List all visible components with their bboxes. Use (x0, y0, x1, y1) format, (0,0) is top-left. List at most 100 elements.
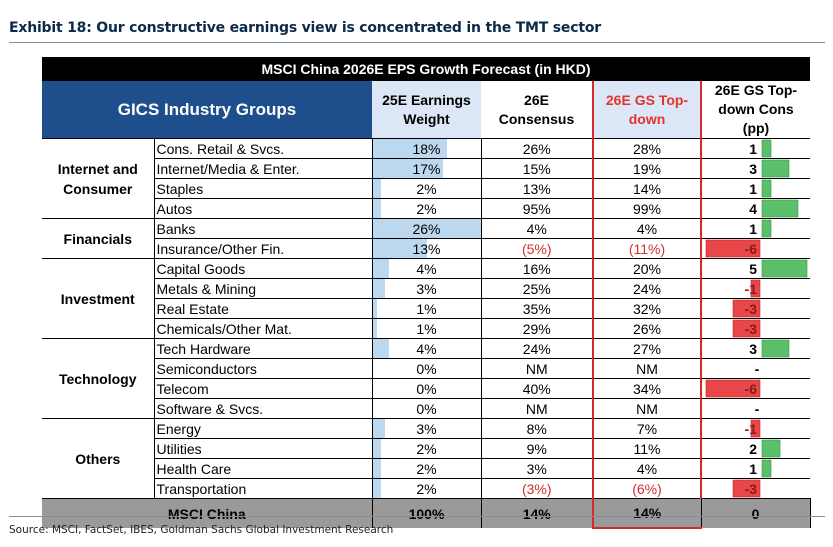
industry-name: Real Estate (154, 298, 373, 319)
consensus-value: (3%) (481, 478, 594, 499)
pp-value: -6 (745, 241, 758, 257)
pp-negative-bar (705, 379, 761, 398)
weight-value: 17% (412, 160, 441, 177)
pp-bar-chart: 3 (749, 339, 790, 358)
pp-cell: - (701, 358, 810, 379)
weight-bar (372, 299, 377, 318)
pp-value: 1 (749, 221, 757, 237)
table-row: Autos 2% 95% 99% 4 (42, 198, 810, 219)
pp-cell: 5 (701, 258, 810, 279)
weight-value: 13% (412, 240, 441, 257)
pp-bar-chart: -6 (705, 379, 761, 398)
industry-name: Autos (154, 198, 373, 219)
pp-value: 2 (749, 441, 757, 457)
weight-bar (372, 219, 480, 238)
weight-value: 4% (416, 340, 437, 357)
gs-topdown-value: 19% (592, 158, 702, 179)
weight-cell: 0% (372, 378, 482, 399)
source-note: Source: MSCI, FactSet, IBES, Goldman Sac… (9, 524, 394, 536)
pp-cell: 3 (701, 338, 810, 359)
pp-value: 3 (749, 341, 757, 357)
weight-cell: 0% (372, 398, 482, 419)
consensus-value: 13% (481, 178, 594, 199)
gs-topdown-value: 28% (592, 138, 702, 159)
weight-value: 26% (412, 220, 441, 237)
weight-value: 2% (416, 480, 437, 497)
pp-positive-bar (761, 179, 772, 198)
industry-name: Staples (154, 178, 373, 199)
pp-cell: -1 (701, 418, 810, 439)
pp-value: - (755, 361, 760, 377)
table-row: Utilities 2% 9% 11% 2 (42, 438, 810, 459)
table-row: Technology Tech Hardware 4% 24% 27% 3 (42, 338, 810, 419)
weight-bar (372, 339, 390, 358)
pp-positive-bar (761, 199, 799, 218)
weight-cell: 13% (372, 238, 482, 259)
industry-name: Cons. Retail & Svcs. (154, 138, 373, 159)
consensus-value: 35% (481, 298, 594, 319)
pp-cell: 2 (701, 438, 810, 459)
pp-cell: 1 (701, 458, 810, 479)
table-row: Financials Banks 26% 4% 4% 1 (42, 218, 810, 259)
pp-positive-bar (761, 339, 790, 358)
pp-negative-bar (732, 299, 761, 318)
gs-topdown-value: 99% (592, 198, 702, 219)
consensus-value: 40% (481, 378, 594, 399)
pp-bar-chart: 5 (749, 259, 808, 278)
gs-topdown-value: 26% (592, 318, 702, 339)
gs-topdown-value: 4% (592, 458, 702, 479)
weight-bar (372, 279, 385, 298)
pp-value: -3 (745, 481, 758, 497)
weight-bar (372, 159, 444, 178)
pp-bar-chart: - (755, 361, 760, 377)
weight-bar (372, 479, 381, 498)
pp-positive-bar (761, 159, 790, 178)
pp-value: 3 (749, 161, 757, 177)
consensus-value: 25% (481, 278, 594, 299)
total-gs-topdown: 14% (592, 498, 702, 529)
table-row: Insurance/Other Fin. 13% (5%) (11%) -6 (42, 238, 810, 259)
table-row: Others Energy 3% 8% 7% -1 (42, 418, 810, 499)
pp-value: -1 (745, 421, 758, 437)
industry-name: Banks (154, 218, 373, 239)
industry-name: Tech Hardware (154, 338, 373, 359)
weight-value: 18% (412, 140, 441, 157)
weight-value: 2% (416, 440, 437, 457)
pp-value: -6 (745, 381, 758, 397)
pp-positive-bar (761, 459, 772, 478)
weight-cell: 3% (372, 278, 482, 299)
industry-name: Utilities (154, 438, 373, 459)
industry-name: Capital Goods (154, 258, 373, 279)
weight-bar (372, 439, 381, 458)
pp-value: -1 (745, 281, 758, 297)
weight-cell: 1% (372, 298, 482, 319)
industry-name: Software & Svcs. (154, 398, 373, 419)
pp-negative-bar (732, 479, 761, 498)
pp-bar-chart: -3 (732, 479, 761, 498)
group-label: Others (42, 418, 155, 499)
group-label: Financials (42, 218, 155, 259)
weight-bar (372, 259, 390, 278)
gs-topdown-value: (6%) (592, 478, 702, 499)
gs-topdown-value: 27% (592, 338, 702, 359)
pp-value: 1 (749, 141, 757, 157)
gs-topdown-value: 14% (592, 178, 702, 199)
gs-topdown-value: 20% (592, 258, 702, 279)
header-weight: 25E Earnings Weight (372, 81, 481, 139)
pp-negative-bar (732, 319, 761, 338)
pp-bar-chart: 3 (749, 159, 790, 178)
weight-cell: 4% (372, 338, 482, 359)
industry-name: Health Care (154, 458, 373, 479)
weight-value: 2% (416, 200, 437, 217)
industry-name: Internet/Media & Enter. (154, 158, 373, 179)
weight-bar (372, 179, 381, 198)
weight-bar (372, 419, 385, 438)
pp-value: -3 (745, 321, 758, 337)
pp-negative-bar (705, 239, 761, 258)
industry-name: Transportation (154, 478, 373, 499)
pp-cell: -6 (701, 378, 810, 399)
eps-growth-table: MSCI China 2026E EPS Growth Forecast (in… (42, 57, 811, 529)
pp-positive-bar (761, 139, 772, 158)
gs-topdown-value: 4% (592, 218, 702, 239)
table-row: Internet and Consumer Cons. Retail & Svcs… (42, 138, 810, 219)
